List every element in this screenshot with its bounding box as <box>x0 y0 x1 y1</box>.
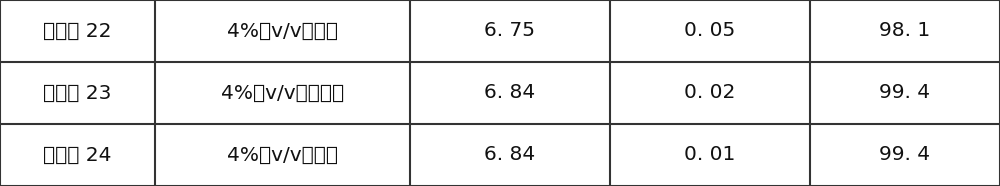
Text: 4%（v/v）丙酮: 4%（v/v）丙酮 <box>227 145 338 164</box>
Text: 6. 84: 6. 84 <box>484 84 536 102</box>
Text: 实施例 22: 实施例 22 <box>43 22 112 41</box>
Text: 6. 75: 6. 75 <box>484 22 536 41</box>
Text: 4%（v/v）异丙醇: 4%（v/v）异丙醇 <box>221 84 344 102</box>
Text: 99. 4: 99. 4 <box>879 84 931 102</box>
Text: 0. 05: 0. 05 <box>684 22 736 41</box>
Text: 99. 4: 99. 4 <box>879 145 931 164</box>
Text: 4%（v/v）乙醇: 4%（v/v）乙醇 <box>227 22 338 41</box>
Text: 6. 84: 6. 84 <box>484 145 536 164</box>
Text: 0. 02: 0. 02 <box>684 84 736 102</box>
Text: 实施例 23: 实施例 23 <box>43 84 112 102</box>
Text: 98. 1: 98. 1 <box>879 22 931 41</box>
Text: 实施例 24: 实施例 24 <box>43 145 112 164</box>
Text: 0. 01: 0. 01 <box>684 145 736 164</box>
